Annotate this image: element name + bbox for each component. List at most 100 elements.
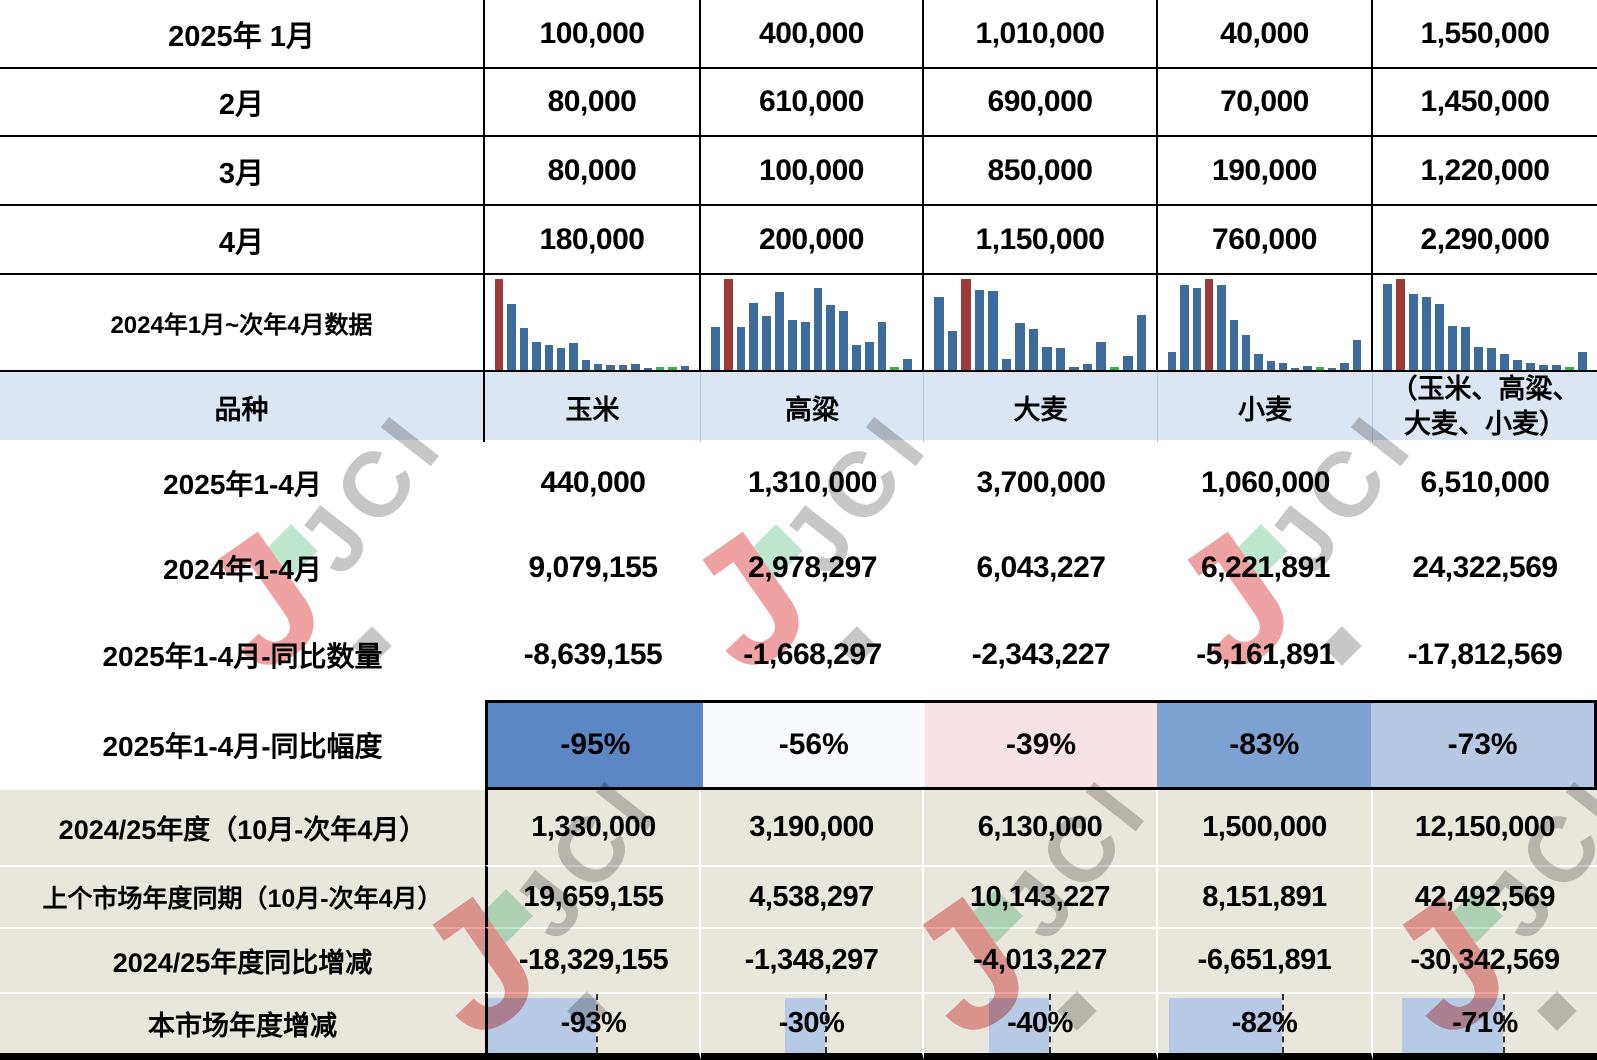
sparkline-bar bbox=[1500, 353, 1509, 370]
sparkline-bar bbox=[556, 348, 566, 370]
summary-label: 2025年1-4月-同比数量 bbox=[102, 641, 383, 672]
header-corn: 玉米 bbox=[485, 372, 701, 443]
sparkline-bar bbox=[762, 316, 772, 370]
sparkline-bar bbox=[1448, 326, 1457, 370]
value-cell: 190,000 bbox=[1158, 137, 1373, 206]
sparkline-bar bbox=[1028, 329, 1038, 370]
sparkline-wheat bbox=[1158, 275, 1373, 372]
sparkline-bar bbox=[1180, 285, 1189, 370]
value-cell: 4,538,297 bbox=[701, 865, 924, 927]
sparkline-bar bbox=[1461, 327, 1470, 370]
value-cell: 70,000 bbox=[1158, 69, 1373, 137]
yoy-pct-box: -95% -56% -39% -83% -73% bbox=[485, 700, 1597, 790]
databar-value: -93% bbox=[560, 1007, 627, 1039]
summary-row: 2024年1-4月 9,079,155 2,978,297 6,043,227 6,22… bbox=[0, 525, 1597, 610]
sparkline-bar bbox=[1340, 362, 1349, 370]
sparkline-bar bbox=[1474, 347, 1483, 370]
sparkline-bar bbox=[1229, 319, 1238, 370]
value-cell: 6,510,000 bbox=[1420, 465, 1550, 499]
sparkline-bar bbox=[1278, 362, 1288, 370]
sparkline-bar bbox=[1552, 365, 1561, 370]
sparkline-bar bbox=[1217, 285, 1226, 370]
header-total: （玉米、高粱、大麦、小麦） bbox=[1390, 374, 1580, 440]
sparkline-bar bbox=[519, 328, 529, 370]
sparkline-bar bbox=[775, 291, 784, 370]
databar-value: -71% bbox=[1452, 1007, 1518, 1039]
season-row: 2024/25年度同比增减 -18,329,155 -1,348,297 -4,013… bbox=[0, 927, 1597, 992]
sparkline-bar bbox=[680, 366, 689, 370]
value-cell: 2,978,297 bbox=[748, 550, 877, 584]
databar bbox=[1402, 998, 1503, 1053]
sparkline-bar bbox=[1513, 360, 1522, 370]
value-cell: -18,329,155 bbox=[485, 927, 701, 992]
sparkline-bar bbox=[813, 288, 823, 370]
sparkline-sorghum bbox=[701, 275, 924, 372]
value-cell: 24,322,569 bbox=[1412, 550, 1558, 584]
sparkline-bar bbox=[507, 304, 516, 370]
sparkline-bar bbox=[1254, 353, 1263, 370]
value-cell: 610,000 bbox=[701, 69, 924, 137]
sparkline-bar bbox=[544, 344, 553, 370]
season-row: 2024/25年度（10月-次年4月） 1,330,000 3,190,000 6,1… bbox=[0, 790, 1597, 865]
value-cell: 80,000 bbox=[485, 69, 701, 137]
sparkline-bar bbox=[1303, 366, 1312, 370]
sparkline-bar bbox=[581, 360, 590, 370]
value-cell: -30,342,569 bbox=[1373, 927, 1597, 992]
databar-value: -30% bbox=[778, 1007, 845, 1039]
header-barley: 大麦 bbox=[924, 372, 1158, 443]
sparkline-bar bbox=[594, 363, 603, 370]
sparkline-bar bbox=[1241, 335, 1251, 370]
sparkline-bar bbox=[618, 364, 628, 370]
databar-value: -40% bbox=[1007, 1007, 1073, 1039]
value-cell: 2,290,000 bbox=[1373, 206, 1597, 275]
value-cell: 19,659,155 bbox=[485, 865, 701, 927]
value-cell: 3,190,000 bbox=[701, 790, 924, 865]
databar bbox=[988, 998, 1050, 1053]
databar-value: -82% bbox=[1231, 1007, 1298, 1039]
yoy-pct-cell: -95% bbox=[488, 703, 703, 787]
season-label: 上个市场年度同期（10月-次年4月） bbox=[0, 865, 485, 927]
summary-label: 2025年1-4月 bbox=[163, 468, 322, 500]
sparkline-bar bbox=[606, 365, 615, 370]
value-cell: 1,060,000 bbox=[1201, 465, 1330, 499]
sparkline-bar bbox=[1096, 341, 1106, 370]
sparkline-high-bar bbox=[723, 279, 733, 370]
sparkline-bar bbox=[711, 327, 720, 370]
sparkline-low-bar bbox=[1109, 367, 1119, 370]
value-cell: 100,000 bbox=[701, 137, 924, 206]
sparkline-bar bbox=[736, 327, 746, 370]
sparkline-low-bar bbox=[1315, 367, 1325, 370]
sparkline-bar bbox=[988, 290, 998, 370]
monthly-row: 2025年 1月 100,000 400,000 1,010,000 40,000 1,5… bbox=[0, 0, 1597, 69]
month-label: 4月 bbox=[0, 206, 485, 275]
databar-axis bbox=[824, 994, 827, 1053]
sparkline-bar bbox=[1291, 368, 1300, 370]
databar-axis bbox=[1049, 994, 1052, 1053]
sparkline-bar bbox=[839, 310, 848, 370]
value-cell: 760,000 bbox=[1158, 206, 1373, 275]
value-cell: -1,348,297 bbox=[701, 927, 924, 992]
databar-cell: -82% bbox=[1158, 992, 1373, 1060]
yoy-pct-cell: -83% bbox=[1157, 703, 1372, 787]
value-cell: -1,668,297 bbox=[743, 638, 882, 671]
sparkline-bar bbox=[749, 302, 759, 370]
value-cell: 8,151,891 bbox=[1158, 865, 1373, 927]
databar-axis bbox=[1502, 994, 1505, 1053]
sparkline-high-bar bbox=[495, 279, 504, 370]
sparkline-bar bbox=[934, 297, 944, 370]
monthly-row: 3月 80,000 100,000 850,000 190,000 1,220,000 bbox=[0, 137, 1597, 206]
header-sorghum: 高粱 bbox=[701, 372, 924, 443]
databar-axis bbox=[1281, 994, 1284, 1053]
sparkline-bar bbox=[1352, 339, 1361, 370]
month-label: 3月 bbox=[0, 137, 485, 206]
sparkline-bar bbox=[1168, 351, 1177, 370]
sparkline-bar bbox=[1435, 303, 1444, 370]
value-cell: 1,330,000 bbox=[485, 790, 701, 865]
sparkline-bar bbox=[864, 341, 874, 370]
databar bbox=[784, 998, 825, 1053]
sparkline-bar bbox=[643, 368, 652, 370]
value-cell: -4,013,227 bbox=[924, 927, 1158, 992]
sparkline-bar bbox=[1136, 315, 1146, 370]
